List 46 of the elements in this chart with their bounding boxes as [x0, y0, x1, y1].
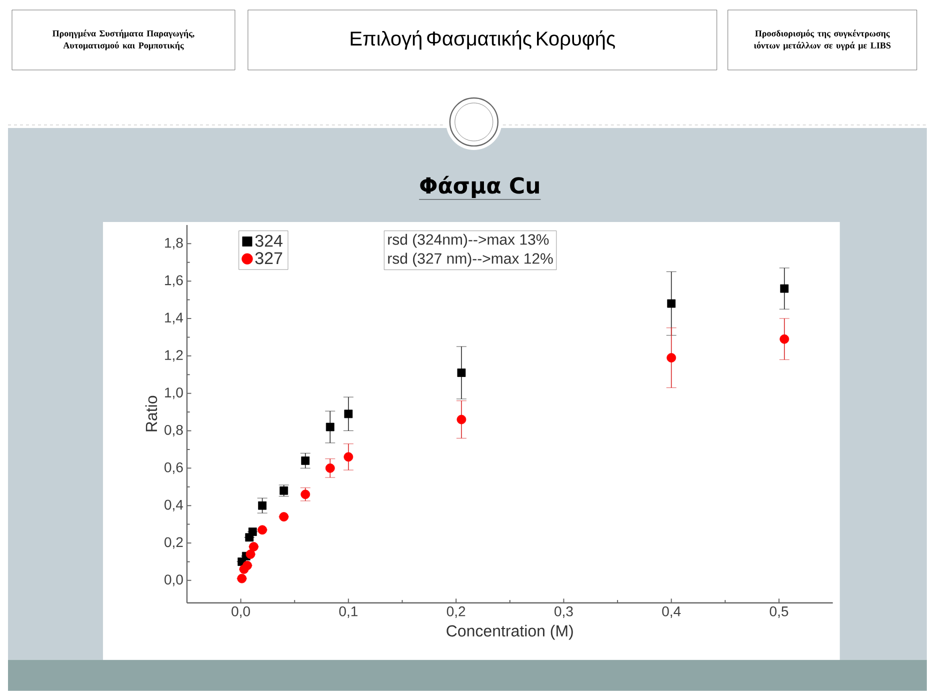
x-tick-label: 0,1: [339, 606, 358, 618]
legend-label: 324: [255, 234, 282, 247]
y-tick-label: 1,6: [165, 275, 183, 287]
point: [780, 334, 790, 344]
y-tick-label: 1,2: [165, 350, 183, 362]
text: Επιλογή Φασματικής Κορυφής: [350, 30, 615, 50]
annotation: rsd (327 nm)-->max 12%: [388, 252, 553, 267]
point: [456, 414, 466, 424]
point: [246, 550, 256, 559]
x-tick-label: 0,3: [554, 606, 573, 618]
point: [301, 456, 310, 465]
point: [344, 452, 354, 462]
point: [242, 560, 252, 570]
chart-title: Φάσμα Cu: [420, 176, 539, 198]
point: [258, 501, 267, 510]
point: [237, 574, 247, 584]
x-tick-label: 0,5: [770, 606, 788, 618]
y-axis-title: Ratio: [145, 396, 158, 432]
x-tick-label: 0,2: [446, 606, 466, 618]
point: [780, 284, 789, 293]
point: [258, 525, 268, 535]
point: [457, 368, 466, 378]
annotation: rsd (324nm)-->max 13%: [388, 234, 549, 248]
x-axis-title: Concentration (M): [446, 624, 573, 640]
y-tick-label: 0,2: [164, 537, 183, 549]
y-tick-label: 1,4: [165, 312, 184, 324]
y-tick-label: 0,4: [164, 500, 184, 512]
text: Προηγμένα Συστήματα Παραγωγής, Αυτοματισμού και Ρομποτικής: [52, 30, 194, 50]
text: Προσδιορισμός της συγκέντρωσης ιόντων μετάλλων σε υγρά με LIBS: [754, 30, 891, 50]
point: [666, 353, 676, 363]
y-tick-label: 0,0: [164, 574, 183, 586]
x-tick-label: 0,0: [232, 606, 250, 618]
legend-label: 327: [255, 252, 282, 264]
point: [300, 490, 310, 500]
y-tick-label: 0,8: [164, 425, 183, 437]
point: [279, 512, 289, 522]
y-tick-label: 1,8: [165, 238, 183, 250]
y-tick-label: 1,0: [165, 388, 183, 400]
point: [249, 542, 258, 552]
point: [667, 299, 676, 308]
point: [248, 528, 257, 536]
point: [325, 464, 335, 473]
point: [344, 410, 353, 418]
point: [326, 422, 334, 432]
x-tick-label: 0,4: [662, 606, 681, 618]
y-tick-label: 0,6: [164, 462, 183, 474]
